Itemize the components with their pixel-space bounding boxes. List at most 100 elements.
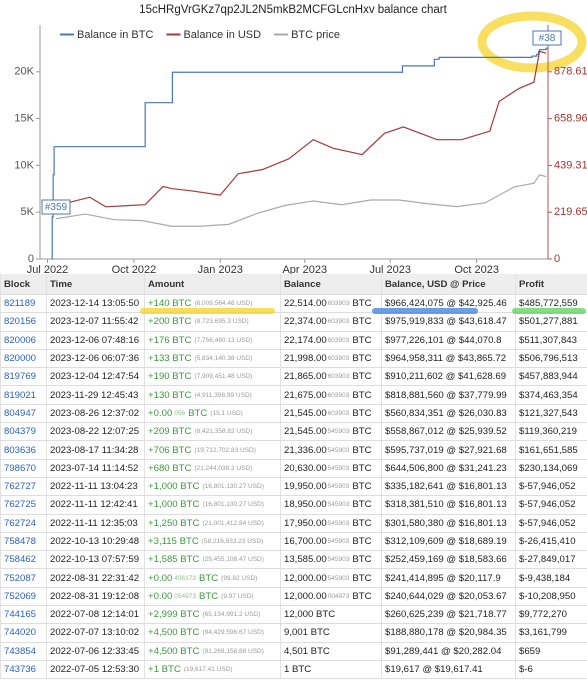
profit: $9,772,270: [519, 609, 568, 621]
balance-dust: 545903: [327, 483, 350, 491]
balance-dust: 545903: [327, 501, 350, 509]
table-cell: 2022-10-13 07:57:59: [46, 551, 144, 569]
table-cell: +4,500 BTC (94,429,596.67 USD): [144, 624, 280, 642]
table-cell: $659: [515, 642, 587, 660]
chart-title: 15cHRgVrGKz7qp2JL2N5mkB2MCFGLcnHxv balan…: [139, 4, 447, 16]
block-link[interactable]: 804947: [4, 407, 37, 419]
balance-dust: 545903: [327, 428, 350, 436]
table-cell: 2022-11-11 12:42:41: [46, 496, 144, 514]
balance-unit: BTC: [352, 572, 372, 584]
balance: 22,374.00: [284, 316, 327, 328]
block-link[interactable]: 820006: [4, 334, 37, 346]
profit: $-27,849,017: [519, 554, 576, 566]
table-cell: 743854: [0, 642, 46, 660]
balance-usd: $975,919,833 @ $43,618.47: [385, 316, 507, 328]
amount: +1,250 BTC: [148, 517, 200, 529]
amount-usd: (7,909,451.48 USD): [194, 373, 253, 381]
balance: 21,545.00: [284, 426, 327, 438]
table-cell: Balance: [280, 274, 381, 294]
time: 2022-07-08 12:14:01: [50, 609, 140, 621]
table-cell: 758462: [0, 551, 46, 569]
block-link[interactable]: 804379: [4, 426, 37, 438]
table-cell: 2022-11-11 12:35:03: [46, 514, 144, 532]
table-cell: 16,700.00 545903 BTC: [280, 532, 381, 551]
amount-dust: 054973: [174, 592, 196, 600]
header-label: Profit: [519, 278, 545, 290]
balance-dust: 603903: [327, 336, 350, 344]
block-link[interactable]: 821189: [4, 298, 36, 310]
balance-usd: $966,424,075 @ $42,925.46: [385, 298, 507, 310]
amount-usd: (9.97 USD): [221, 592, 254, 600]
table-cell: 744165: [0, 606, 46, 624]
table-cell: $-10,208,950: [515, 587, 587, 606]
table-cell: +209 BTC (8,421,358.82 USD): [144, 423, 280, 441]
balance-unit: BTC: [352, 407, 372, 419]
table-cell: 21,998.00 603903 BTC: [280, 349, 381, 368]
table-cell: 12,000 BTC: [280, 606, 381, 624]
table-row: 752069 2022-08-31 19:12:08 +0.00 054973 BTC(…: [0, 587, 587, 607]
block-link[interactable]: 744020: [4, 627, 37, 639]
block-link[interactable]: 798670: [4, 462, 37, 474]
y2-tick-label: 0: [554, 253, 560, 265]
table-cell: 2022-10-13 10:29:48: [46, 532, 144, 551]
balance-usd: $818,881,560 @ $37,779.99: [385, 389, 507, 401]
table-row: 744020 2022-07-07 13:10:02 +4,500 BTC (94,4…: [0, 624, 587, 643]
amount: +209 BTC: [148, 426, 192, 438]
x-tick-label: Jul 2023: [369, 264, 411, 274]
balance-unit: BTC: [352, 426, 372, 438]
table-cell: +0.00 056 BTC (15.1 USD): [144, 404, 280, 423]
block-link[interactable]: 820156: [4, 316, 37, 328]
table-row: 820156 2023-12-07 11:55:42 +200 BTC (8,723,…: [0, 313, 587, 332]
table-cell: $485,772,559: [515, 295, 587, 313]
block-link[interactable]: 743736: [4, 664, 37, 676]
table-cell: +3,115 BTC (58,216,833.23 USD): [144, 532, 280, 551]
block-link[interactable]: 762725: [4, 499, 37, 511]
amount: +1 BTC: [148, 664, 181, 676]
amount-unit: BTC: [198, 590, 219, 602]
table-cell: 752069: [0, 587, 46, 606]
table-cell: 2023-08-22 12:07:25: [46, 423, 144, 441]
table-cell: 18,950.00 545903 BTC: [280, 496, 381, 514]
block-link[interactable]: 752069: [4, 590, 37, 602]
block-link[interactable]: 803636: [4, 444, 37, 456]
highlight-circle: [477, 11, 587, 73]
block-link[interactable]: 762724: [4, 517, 37, 529]
amount: +680 BTC: [148, 462, 192, 474]
y2-tick-label: 219.65: [554, 206, 587, 218]
table-cell: $506,796,513: [515, 349, 587, 368]
series-line: [55, 174, 547, 227]
table-cell: $644,506,800 @ $31,241.23: [381, 459, 515, 477]
block-link[interactable]: 819769: [4, 371, 37, 383]
table-row: 804379 2023-08-22 12:07:25 +209 BTC (8,421,…: [0, 423, 587, 442]
table-cell: 21,865.00 603903 BTC: [280, 368, 381, 386]
amount-usd: (16,801,130.27 USD): [202, 483, 264, 491]
block-link[interactable]: 819021: [4, 389, 37, 401]
table-cell: +4,500 BTC (91,269,158.88 USD): [144, 642, 280, 660]
table-cell: 2022-08-31 19:12:08: [46, 587, 144, 606]
amount: +130 BTC: [148, 389, 192, 401]
balance: 19,950.00: [284, 481, 327, 493]
block-link[interactable]: 744165: [4, 609, 37, 621]
balance-usd: $252,459,169 @ $18,583.66: [385, 554, 507, 566]
highlight-stroke: [372, 308, 478, 314]
balance: 12,000.00: [284, 572, 327, 584]
table-cell: 13,585.00 545903 BTC: [280, 551, 381, 569]
table-cell: $-57,946,052: [515, 477, 587, 496]
block-link[interactable]: 743854: [4, 645, 37, 657]
transactions-table: Block Time Amount Balance Balance, USD @ Pri…: [0, 274, 587, 680]
balance-usd: $335,182,641 @ $16,801.13: [385, 481, 507, 493]
block-link[interactable]: 752087: [4, 572, 37, 584]
block-link[interactable]: 762727: [4, 481, 37, 493]
block-link[interactable]: 758478: [4, 536, 37, 547]
table-cell: 762724: [0, 514, 46, 532]
block-link[interactable]: 758462: [4, 554, 37, 566]
x-tick-label: Oct 2023: [454, 264, 499, 274]
table-cell: $501,277,881: [515, 313, 587, 331]
table-cell: 744020: [0, 624, 46, 642]
table-cell: 12,000.00 545903 BTC: [280, 569, 381, 587]
block-link[interactable]: 820000: [4, 353, 37, 365]
table-cell: +200 BTC (8,723,695.3 USD): [144, 313, 280, 331]
table-cell: 20,630.00 545903 BTC: [280, 459, 381, 477]
annotation: #359: [45, 202, 68, 213]
time: 2023-12-04 12:47:54: [50, 371, 140, 383]
